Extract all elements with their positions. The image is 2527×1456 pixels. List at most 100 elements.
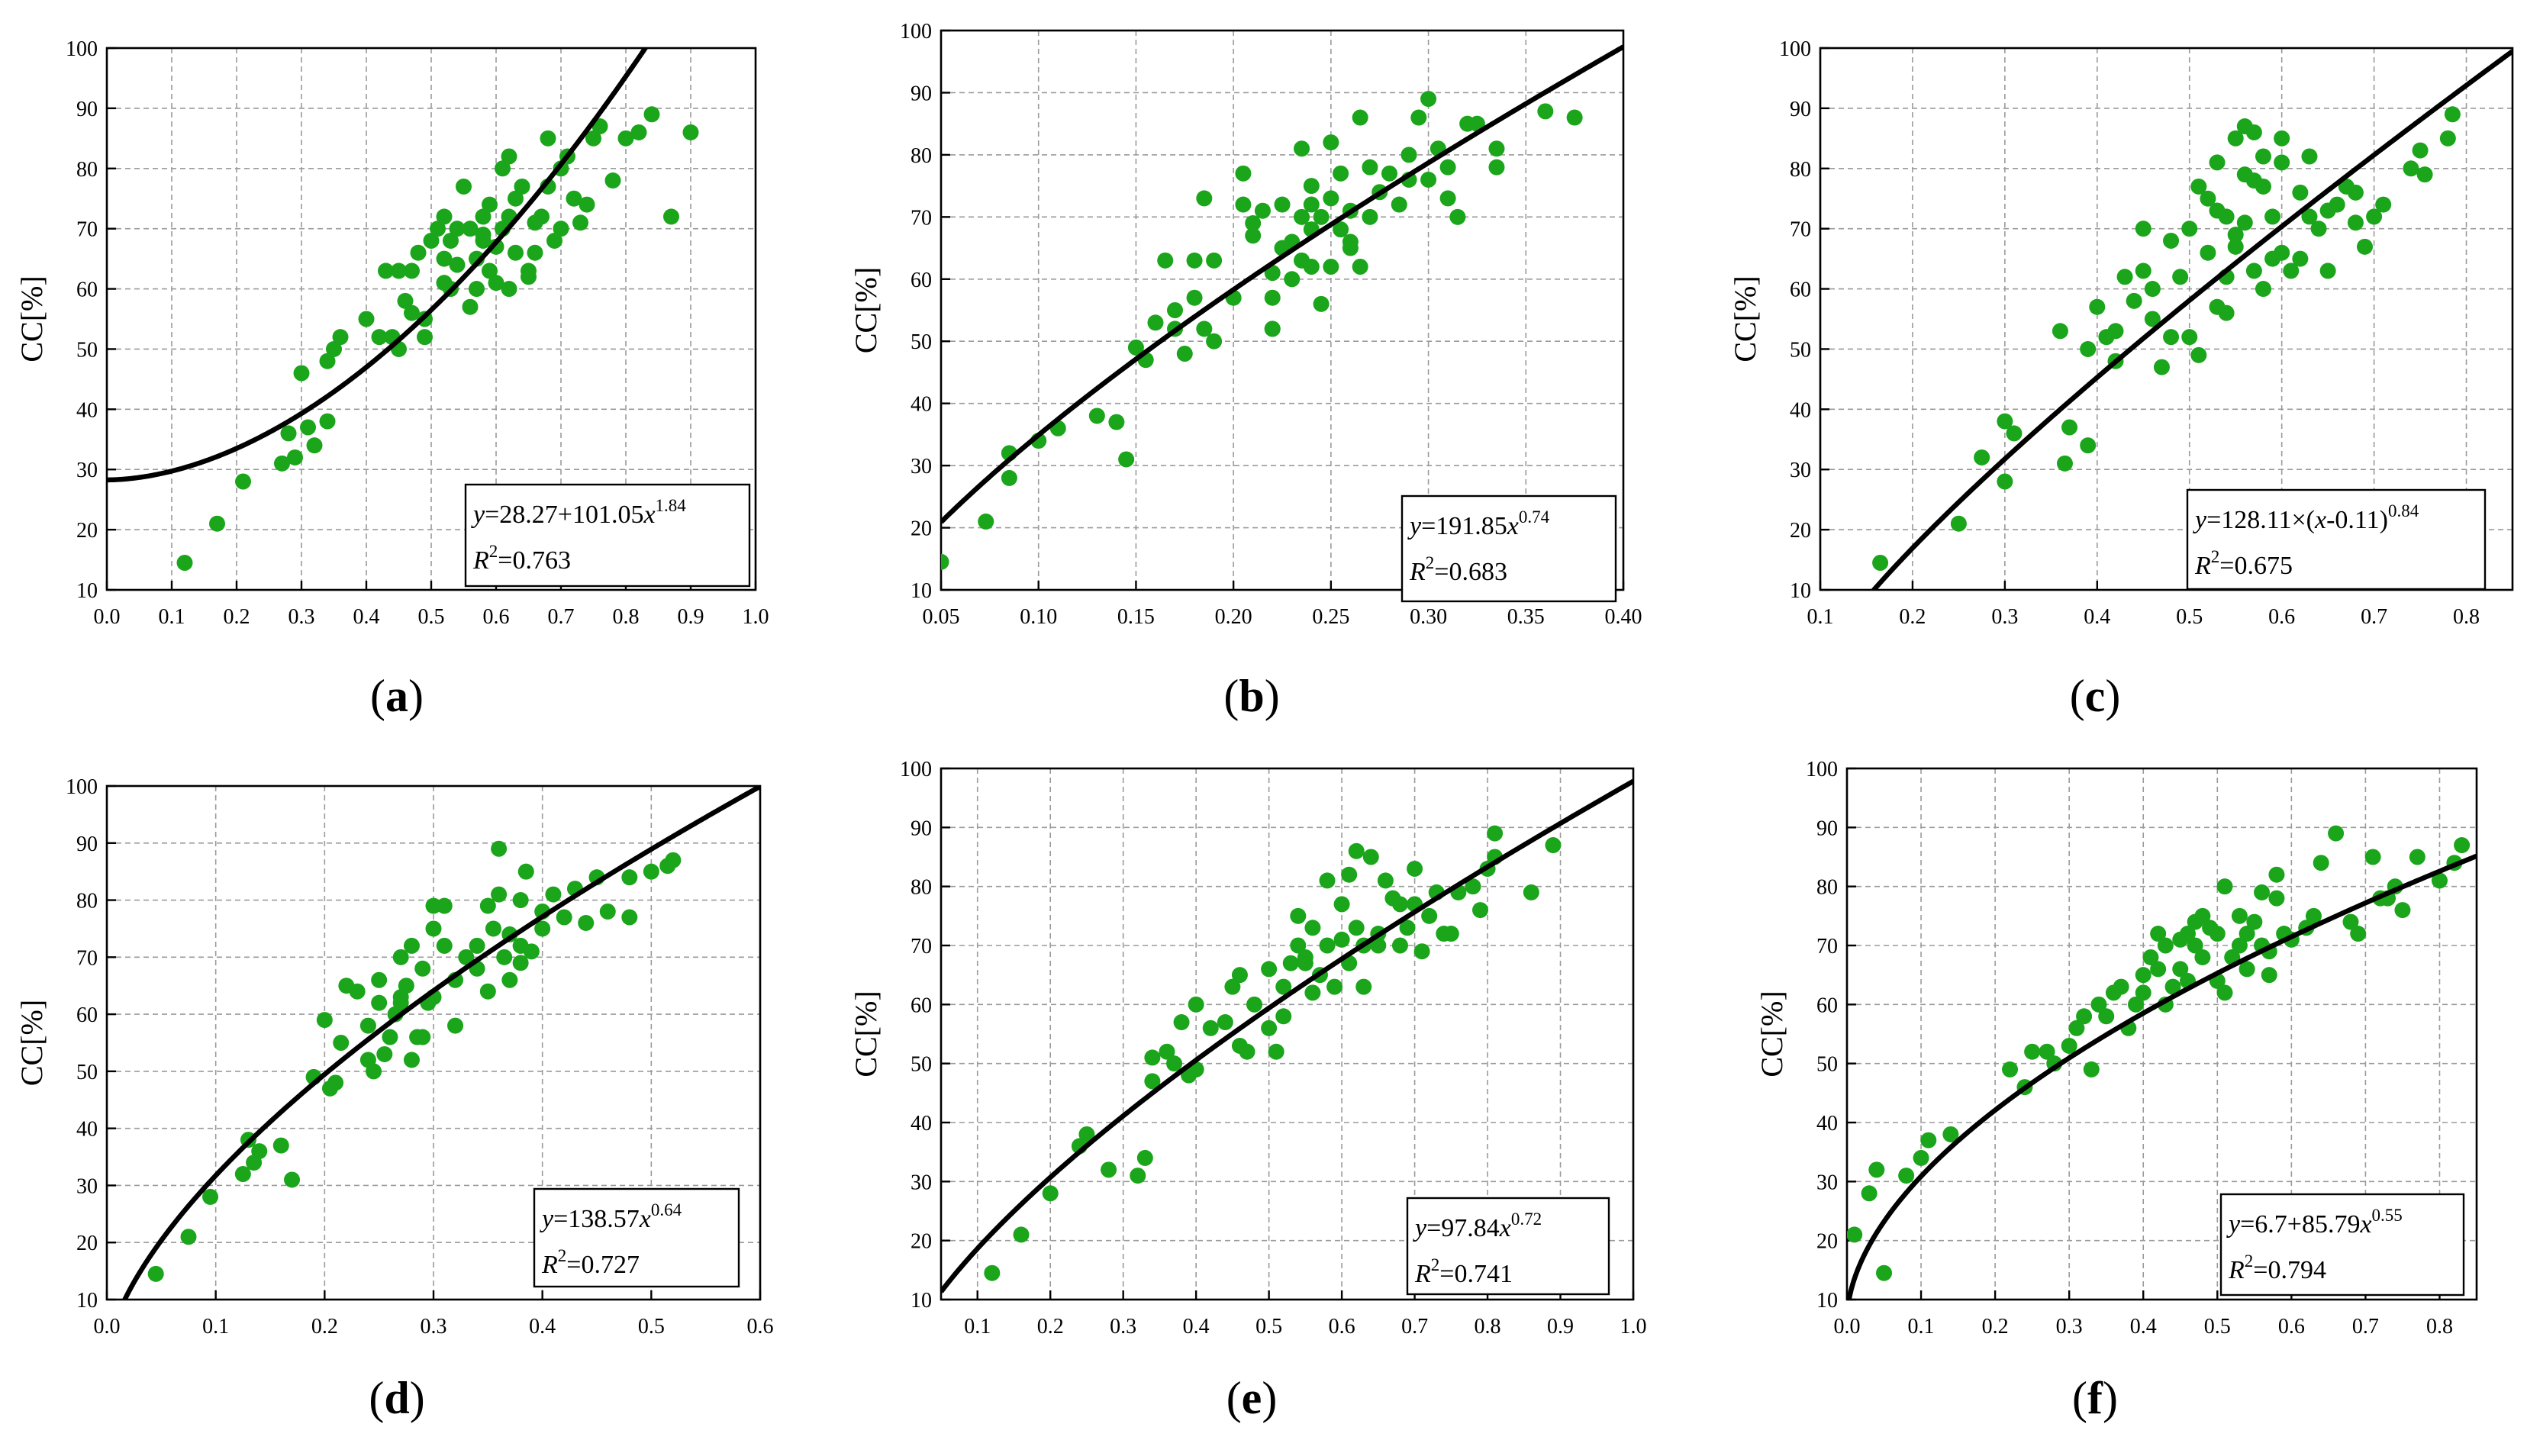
data-point-e <box>1319 872 1336 889</box>
data-point-c <box>2144 281 2161 298</box>
plot-content-a <box>107 48 699 571</box>
data-point-a <box>482 196 498 213</box>
data-point-c <box>2264 208 2281 225</box>
data-point-f <box>2150 926 2167 942</box>
data-point-f <box>1920 1132 1937 1148</box>
data-point-e <box>1399 920 1416 936</box>
y-tick-label-c: 20 <box>1790 519 1811 543</box>
y-tick-label-c: 10 <box>1790 579 1811 603</box>
data-point-d <box>392 949 409 965</box>
x-tick-label-e: 0.9 <box>1547 1315 1574 1338</box>
y-axis-label-f: CC[%] <box>1755 991 1789 1077</box>
data-point-a <box>566 190 582 207</box>
data-point-b <box>1313 295 1330 312</box>
data-point-c <box>2181 329 2198 346</box>
y-tick-label-d: 40 <box>76 1118 98 1142</box>
data-point-c <box>2107 323 2124 340</box>
data-point-e <box>1304 920 1321 936</box>
x-tick-label-e: 0.2 <box>1037 1315 1064 1338</box>
data-point-c <box>2347 184 2364 201</box>
x-tick-label-c: 0.1 <box>1807 605 1834 629</box>
data-point-c <box>2310 221 2327 237</box>
data-point-d <box>512 892 529 909</box>
data-point-c <box>2227 130 2244 147</box>
data-point-d <box>349 983 366 1000</box>
data-point-e <box>1304 984 1321 1001</box>
fit-curve-c <box>1870 49 2512 590</box>
data-point-c <box>2366 208 2383 225</box>
y-tick-label-b: 70 <box>911 206 932 230</box>
data-point-c <box>2135 263 2151 279</box>
y-tick-label-a: 90 <box>76 98 98 121</box>
data-point-e <box>1391 896 1408 913</box>
y-axis-label-c: CC[%] <box>1728 275 1762 362</box>
y-tick-label-a: 20 <box>76 519 98 543</box>
data-point-c <box>2200 190 2216 207</box>
x-tick-label-b: 0.10 <box>1020 605 1057 629</box>
data-point-e <box>1370 937 1387 954</box>
data-point-e <box>1391 937 1408 954</box>
data-point-a <box>533 208 550 225</box>
data-point-b <box>1001 469 1017 486</box>
data-point-d <box>479 983 496 1000</box>
data-point-f <box>2157 937 2174 954</box>
data-point-e <box>1523 884 1539 900</box>
x-tick-label-c: 0.6 <box>2268 605 2295 629</box>
x-tick-label-e: 0.3 <box>1110 1315 1136 1338</box>
data-point-d <box>403 937 420 954</box>
x-tick-label-e: 0.8 <box>1475 1315 1501 1338</box>
data-point-e <box>1326 978 1343 995</box>
data-point-a <box>475 227 492 243</box>
equation-box-c <box>2186 488 2487 591</box>
data-point-a <box>371 329 388 346</box>
x-tick-label-e: 0.7 <box>1401 1315 1428 1338</box>
data-point-c <box>2163 232 2180 249</box>
x-tick-label-e: 0.5 <box>1255 1315 1282 1338</box>
data-point-b <box>1400 147 1417 163</box>
data-point-f <box>2135 984 2151 1001</box>
data-point-a <box>630 124 647 140</box>
data-point-b <box>1108 414 1125 430</box>
y-tick-label-d: 20 <box>76 1232 98 1255</box>
data-point-f <box>2172 961 2189 978</box>
panel-label-e: (e) <box>1226 1373 1278 1423</box>
y-tick-label-d: 90 <box>76 833 98 856</box>
data-point-f <box>2364 849 2381 865</box>
data-point-b <box>1264 289 1281 306</box>
data-point-c <box>2416 166 2433 183</box>
data-point-d <box>382 1029 398 1045</box>
data-point-b <box>1439 190 1456 207</box>
chart-c: 0.1 0.2 0.3 0.4 0.5 0.6 0.7 0.8 10 20 30 40 50 60 70 80… <box>1728 37 2514 629</box>
y-tick-label-c: 30 <box>1790 459 1811 482</box>
x-tick-label-c: 0.5 <box>2176 605 2203 629</box>
data-point-e <box>1261 1020 1278 1036</box>
y-tick-label-d: 100 <box>66 775 98 799</box>
data-point-a <box>430 221 446 237</box>
x-tick-label-b: 0.40 <box>1605 605 1642 629</box>
data-point-c <box>2439 130 2456 147</box>
data-point-e <box>1297 955 1313 971</box>
data-point-f <box>2254 884 2271 900</box>
data-point-f <box>2328 825 2345 842</box>
y-tick-label-f: 20 <box>1816 1230 1838 1254</box>
data-point-d <box>665 852 682 868</box>
data-point-d <box>491 886 508 903</box>
x-tick-label-f: 0.0 <box>1834 1315 1861 1338</box>
data-point-f <box>2209 926 2226 942</box>
plot-content-e <box>941 778 1633 1293</box>
data-point-c <box>2135 221 2151 237</box>
data-point-b <box>1264 321 1281 337</box>
data-point-d <box>234 1165 251 1182</box>
data-point-d <box>147 1265 164 1282</box>
fit-curve-d <box>121 786 760 1300</box>
data-point-d <box>479 897 496 914</box>
equation-text-f: y=6.7+85.79x0.55 <box>2226 1206 2403 1239</box>
y-tick-label-b: 30 <box>911 455 932 478</box>
y-tick-label-e: 30 <box>911 1171 932 1194</box>
data-point-c <box>2190 346 2207 363</box>
data-point-c <box>1950 515 1967 532</box>
x-tick-label-a: 0.3 <box>288 605 315 629</box>
x-tick-label-e: 0.6 <box>1329 1315 1355 1338</box>
r-squared-text-d: R2=0.727 <box>541 1246 640 1279</box>
data-point-b <box>1391 196 1407 213</box>
